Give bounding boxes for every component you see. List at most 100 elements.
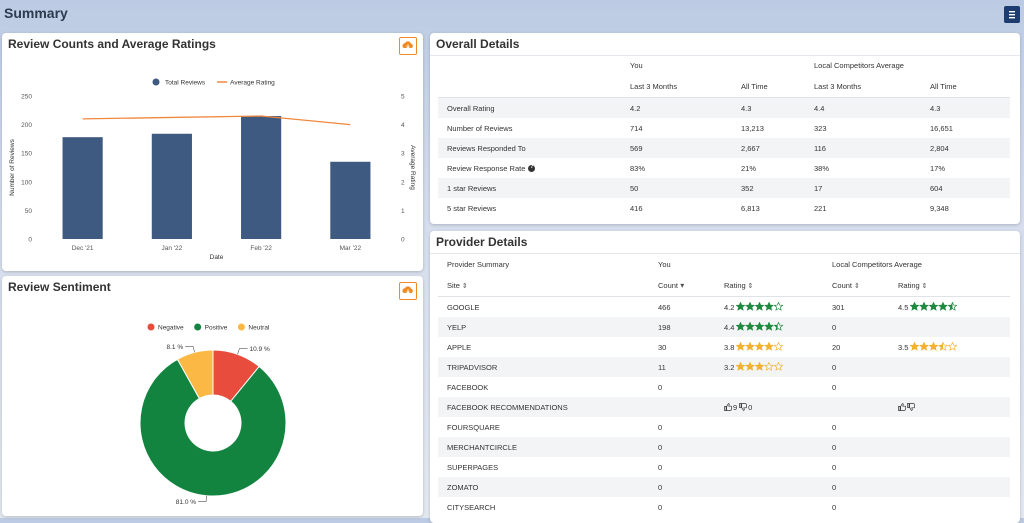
table-cell: 11 [649,357,715,377]
table-cell: 0 [649,417,715,437]
site-name: FACEBOOK [447,383,488,392]
group-header: Local Competitors Average [823,254,1010,275]
rating: 3.5 [898,343,908,352]
bar-line-chart: 050100150200250012345Number of ReviewsAv… [2,33,423,271]
table-cell: ZOMATO [438,477,649,497]
row-label: Number of Reviews [447,124,512,133]
site-name: GOOGLE [447,303,480,312]
table-cell: 3.5 [889,337,1010,357]
thumb-down-icon [739,403,747,411]
panel-title: Provider Details [436,235,527,249]
value: 21% [741,164,756,173]
table-cell [823,397,889,417]
table-cell: FACEBOOK RECOMMENDATIONS [438,397,649,417]
table-cell: 4.3 [921,98,1010,119]
star-rating [736,322,784,331]
column-header: Site [438,275,649,297]
table-cell [889,357,1010,377]
table-cell: 30 [649,337,715,357]
x-tick-label: Jan '22 [161,245,182,252]
table-cell: 466 [649,297,715,318]
column-header: Last 3 Months [805,76,921,98]
value: 4.3 [930,104,940,113]
table-cell: 4.4 [715,317,823,337]
y2-tick-label: 2 [401,179,405,186]
menu-button[interactable] [1004,6,1020,23]
y-tick-label: 250 [21,94,32,101]
table-row: 1 star Reviews5035217604 [438,178,1010,198]
thumb-shape [899,403,906,410]
legend-label: Negative [158,325,184,332]
x-tick-label: Feb '22 [250,245,272,252]
legend-swatch [238,324,245,331]
table-cell: APPLE [438,337,649,357]
thumb-up-icon [724,403,732,411]
group-header: Provider Summary [438,254,649,275]
y2-tick-label: 5 [401,94,405,101]
label-leader [185,347,195,353]
value: 83% [630,164,645,173]
sortable-header[interactable]: Rating [724,281,754,290]
y-tick-label: 150 [21,151,32,158]
table-cell: 0 [823,477,889,497]
count: 11 [658,363,666,372]
y2-axis-title: Average Rating [409,145,416,190]
table-cell: FOURSQUARE [438,417,649,437]
overall-table: YouLocal Competitors AverageLast 3 Month… [438,55,1010,218]
table-cell: 16,651 [921,118,1010,138]
bar [63,137,103,239]
table-row: Review Response Rate83%21%38%17% [438,158,1010,178]
y2-tick-label: 4 [401,122,405,129]
table-cell: 2,667 [732,138,805,158]
rating: 3.8 [724,343,734,352]
table-cell: 4.4 [805,98,921,119]
legend-swatch [194,324,201,331]
star-outline [775,362,783,370]
table-row: MERCHANTCIRCLE00 [438,437,1010,457]
count: 0 [658,483,662,492]
thumb-shape [740,403,747,410]
table-cell [715,497,823,517]
count: 0 [832,483,836,492]
site-name: SUPERPAGES [447,463,498,472]
table-cell: 604 [921,178,1010,198]
slice-label: 8.1 % [166,344,183,351]
table-cell: 83% [621,158,732,178]
table-cell: TRIPADVISOR [438,357,649,377]
table-cell: 50 [621,178,732,198]
row-label: 1 star Reviews [447,184,496,193]
table-cell: 198 [649,317,715,337]
table-row: TRIPADVISOR113.20 [438,357,1010,377]
table-cell: 17 [805,178,921,198]
sortable-header[interactable]: Count [658,281,684,290]
legend-swatch [153,79,160,86]
column-header: Count [823,275,889,297]
count: 0 [832,423,836,432]
table-cell [715,377,823,397]
star-rating [736,302,784,311]
table-cell [889,397,1010,417]
rating: 4.2 [724,303,734,312]
sortable-header[interactable]: Site [447,281,468,290]
column-header-row: Site Count Rating Count Rating [438,275,1010,297]
info-icon[interactable] [528,165,535,172]
sortable-header[interactable]: Rating [898,281,928,290]
value: 50 [630,184,638,193]
sortable-header[interactable]: Count [832,281,860,290]
table-cell: 0 [649,477,715,497]
table-cell [889,377,1010,397]
group-header-row: YouLocal Competitors Average [438,55,1010,76]
table-cell: 714 [621,118,732,138]
table-row: Reviews Responded To5692,6671162,804 [438,138,1010,158]
legend-label: Average Rating [230,80,275,87]
count: 466 [658,303,671,312]
x-axis-title: Date [210,254,224,261]
cell [438,55,621,76]
x-tick-label: Mar '22 [340,245,362,252]
table-cell [889,497,1010,517]
value: 416 [630,204,643,213]
table-cell: 0 [649,437,715,457]
table-cell [889,437,1010,457]
table-row: YELP1984.40 [438,317,1010,337]
